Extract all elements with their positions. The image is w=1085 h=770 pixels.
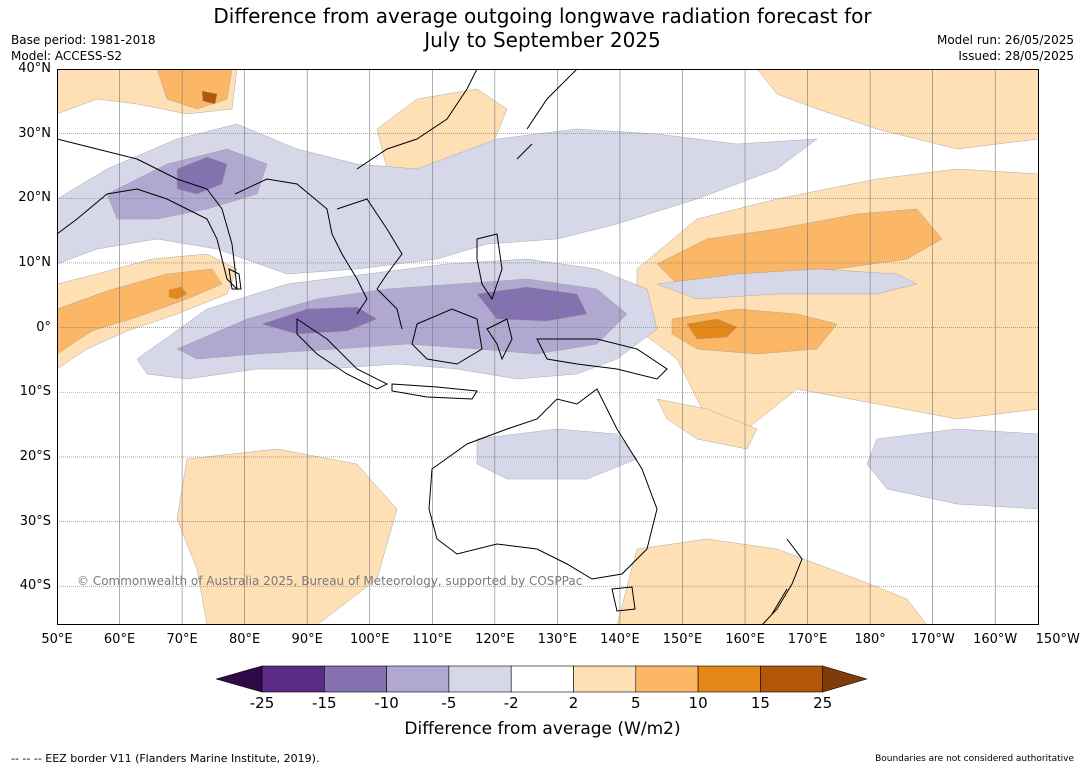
coast-india: [57, 138, 238, 291]
colorbar-segment: [760, 665, 824, 693]
colorbar-segment: [510, 665, 574, 693]
longitude-label: 150°E: [662, 632, 703, 647]
colorbar: [216, 665, 868, 693]
colorbar-extend-low: [216, 665, 263, 693]
title-line-1: Difference from average outgoing longwav…: [213, 4, 872, 28]
eez-border-note: -- -- -- EEZ border V11 (Flanders Marine…: [11, 752, 320, 765]
longitude-label: 170°E: [787, 632, 828, 647]
copyright-text: © Commonwealth of Australia 2025, Bureau…: [77, 574, 583, 588]
latitude-label: 10°N: [18, 254, 51, 270]
colorbar-tick-label: 2: [568, 694, 579, 712]
latitude-label: 40°N: [18, 61, 51, 76]
coast-japan: [516, 69, 578, 160]
coast-java: [391, 383, 478, 400]
colorbar-segment: [261, 665, 325, 693]
coast-sulawesi: [486, 318, 513, 361]
colorbar-extend-high: [822, 665, 868, 693]
anomaly-tasman: [616, 538, 928, 625]
coast-borneo: [411, 308, 483, 365]
base-period: Base period: 1981-2018: [11, 33, 156, 47]
latitude-label: 10°S: [19, 384, 51, 400]
longitude-label: 100°E: [349, 632, 390, 647]
longitude-label: 130°E: [537, 632, 578, 647]
coast-china: [356, 69, 478, 170]
anomaly-south-pacific-east: [656, 398, 758, 450]
coast-indochina: [336, 198, 403, 330]
negative-anomalies: [57, 123, 1039, 510]
colorbar-tick-label: 10: [688, 694, 708, 712]
anomaly-equatorial-core: [686, 318, 738, 340]
longitude-label: 60°E: [103, 632, 136, 647]
coast-new-zealand: [761, 538, 803, 625]
coast-sumatra: [296, 318, 389, 390]
longitude-label: 180°: [854, 632, 886, 647]
model-name: Model: ACCESS-S2: [11, 49, 123, 63]
meta-right: Model run: 26/05/2025 Issued: 28/05/2025: [937, 32, 1074, 64]
boundary-disclaimer: Boundaries are not considered authoritat…: [875, 754, 1074, 764]
coast-sri-lanka: [228, 268, 242, 290]
colorbar-title: Difference from average (W/m2): [404, 719, 681, 739]
colorbar-tick-label: -25: [249, 694, 275, 712]
anomaly-west-pacific: [636, 168, 1039, 430]
longitude-label: 90°E: [291, 632, 323, 647]
colorbar-tick-label: 25: [813, 694, 833, 712]
longitude-label: 70°E: [166, 632, 198, 647]
anomaly-india-deep: [176, 156, 228, 195]
colorbar-segment: [635, 665, 699, 693]
latitude-label: 40°S: [19, 578, 51, 594]
longitude-label: 160°W: [973, 632, 1018, 647]
coast-tasmania: [611, 586, 636, 612]
coast-new-guinea: [536, 338, 668, 380]
colorbar-segment: [573, 665, 637, 693]
anomaly-south-pacific-east: [866, 428, 1039, 510]
coast-australia: [428, 388, 658, 580]
colorbar-tick-label: 5: [631, 694, 641, 712]
anomaly-southern-indian: [176, 448, 398, 625]
chart-title: Difference from average outgoing longwav…: [0, 4, 1085, 52]
colorbar-tick-label: -5: [441, 694, 457, 712]
colorbar-tick-label: -15: [312, 694, 337, 712]
latitude-label: 20°N: [18, 190, 51, 206]
coastlines: [57, 69, 803, 625]
longitude-label: 50°E: [41, 632, 73, 647]
longitude-label: 160°E: [725, 632, 765, 647]
anomaly-tibet-spot: [201, 90, 218, 105]
longitude-label: 80°E: [229, 632, 261, 647]
graticule: [57, 69, 1039, 625]
colorbar-tick-label: -10: [374, 694, 399, 712]
longitude-label: 110°E: [412, 632, 453, 647]
colorbar-segment: [697, 665, 761, 693]
coast-philippines: [476, 233, 503, 301]
anomaly-australia: [476, 428, 638, 480]
anomaly-north-pacific-strip: [656, 268, 918, 300]
anomaly-north-pacific-far: [756, 69, 1039, 150]
colorbar-tick-label: -2: [503, 694, 519, 712]
longitude-label: 170°W: [910, 632, 955, 647]
colorbar-tick-label: 15: [750, 694, 770, 712]
latitude-label: 20°S: [19, 448, 51, 464]
colorbar-segment: [448, 665, 512, 693]
latitude-label: 0°: [36, 319, 51, 335]
longitude-label: 120°E: [475, 632, 515, 647]
issued-date: Issued: 28/05/2025: [958, 49, 1074, 63]
latitude-label: 30°S: [19, 513, 51, 529]
coast-bay-of-bengal: [234, 178, 368, 315]
latitude-label: 30°N: [18, 125, 51, 141]
colorbar-segment: [324, 665, 387, 693]
meta-left: Base period: 1981-2018 Model: ACCESS-S2: [11, 32, 156, 64]
colorbar-segment: [386, 665, 450, 693]
title-line-2: July to September 2025: [424, 28, 661, 52]
model-run: Model run: 26/05/2025: [936, 33, 1074, 47]
anomaly-map: [57, 69, 1039, 625]
map-area: [57, 69, 1039, 625]
longitude-label: 150°W: [1035, 632, 1080, 647]
longitude-label: 140°E: [600, 632, 640, 647]
